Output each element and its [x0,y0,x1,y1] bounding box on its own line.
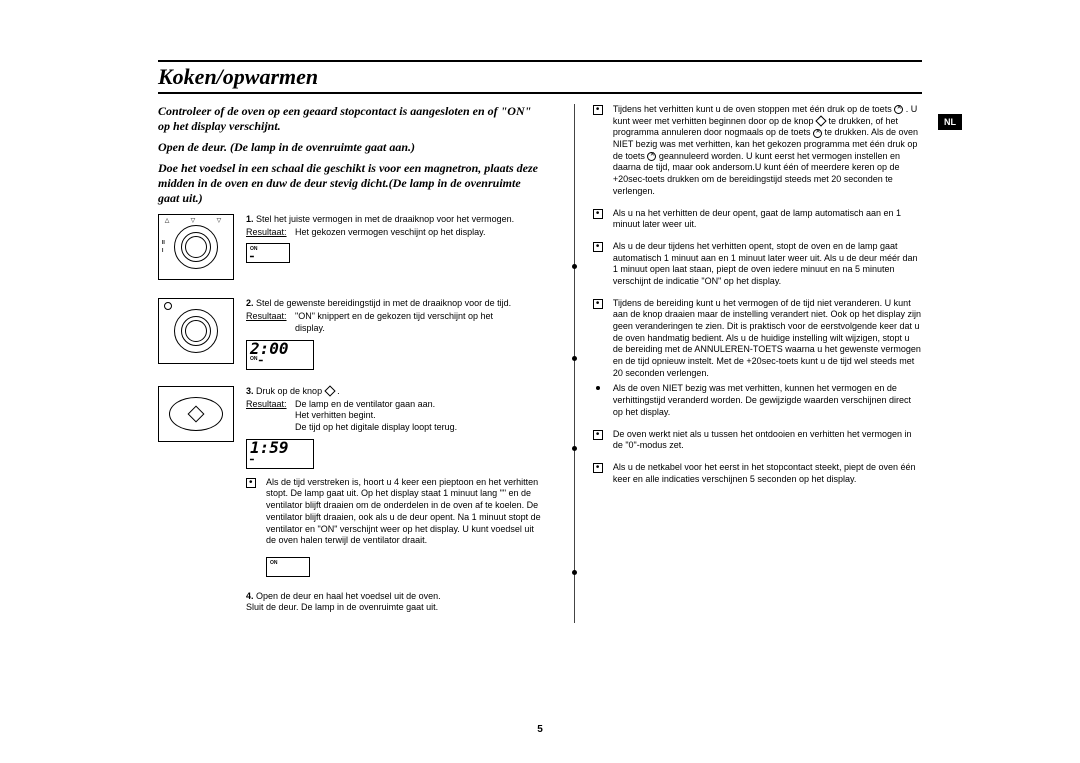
lang-badge: NL [938,114,962,130]
cancel-icon [813,129,822,138]
result-text: Het gekozen vermogen veschijnt op het di… [289,227,519,238]
step-2: 2. Stel de gewenste bereidingstijd in me… [158,298,544,376]
display-icon: 2:00 ON ▂ [246,340,314,370]
step-text: Stel de gewenste bereidingstijd in met d… [256,298,511,308]
step-3: 3. Druk op de knop . Resultaat: De lamp … [158,386,544,581]
note-3: Als u de deur tijdens het verhitten open… [593,241,922,288]
display-icon: ON [266,557,310,577]
page-title: Koken/opwarmen [158,60,922,94]
cancel-icon [894,105,903,114]
note-bullet-icon [593,299,603,309]
note-4-extra: Als de oven NIET bezig was met verhitten… [593,383,922,418]
result-label: Resultaat: [246,399,287,409]
dot-icon [596,386,600,390]
intro-1: Controleer of de oven op een geaard stop… [158,104,544,134]
step-4: 4. Open de deur en haal het voedsel uit … [158,591,544,614]
note-5: De oven werkt niet als u tussen het ontd… [593,429,922,452]
step-1: △ ▽ ▽ III 1. Stel het juiste vermogen in… [158,214,544,288]
step-text: Druk op de knop [256,386,325,396]
result-label: Resultaat: [246,227,287,237]
step-num: 2. [246,298,254,308]
step-num: 3. [246,386,254,396]
note-bullet-icon [593,209,603,219]
diamond-icon [324,386,335,397]
note-text: Als de tijd verstreken is, hoort u 4 kee… [266,477,544,547]
note-bullet-icon [593,463,603,473]
step-text: Open de deur en haal het voedsel uit de … [246,591,441,612]
diamond-icon [815,116,826,127]
step-num: 4. [246,591,254,601]
display-icon: 1:59 ▂ [246,439,314,469]
note-6: Als u de netkabel voor het eerst in het … [593,462,922,485]
power-knob-icon: △ ▽ ▽ III [158,214,234,280]
right-column: Tijdens het verhitten kunt u de oven sto… [574,104,922,623]
result-label: Resultaat: [246,311,287,321]
note-bullet-icon [593,242,603,252]
step-text: Stel het juiste vermogen in met de draai… [256,214,514,224]
note-4: Tijdens de bereiding kunt u het vermogen… [593,298,922,380]
timer-knob-icon [158,298,234,364]
intro-2: Open de deur. (De lamp in de ovenruimte … [158,140,544,155]
result-text: "ON" knippert en de gekozen tijd verschi… [289,311,519,334]
page-number: 5 [0,724,1080,735]
note-bullet-icon [246,478,256,488]
note-1: Tijdens het verhitten kunt u de oven sto… [593,104,922,198]
note-bullet-icon [593,105,603,115]
start-button-icon [158,386,234,442]
step-num: 1. [246,214,254,224]
display-icon: ON ▂ [246,243,290,263]
result-text: De lamp en de ventilator gaan aan. Het v… [289,399,519,433]
left-column: Controleer of de oven op een geaard stop… [158,104,544,623]
intro-3: Doe het voedsel in een schaal die geschi… [158,161,544,206]
note-bullet-icon [593,430,603,440]
note-2: Als u na het verhitten de deur opent, ga… [593,208,922,231]
